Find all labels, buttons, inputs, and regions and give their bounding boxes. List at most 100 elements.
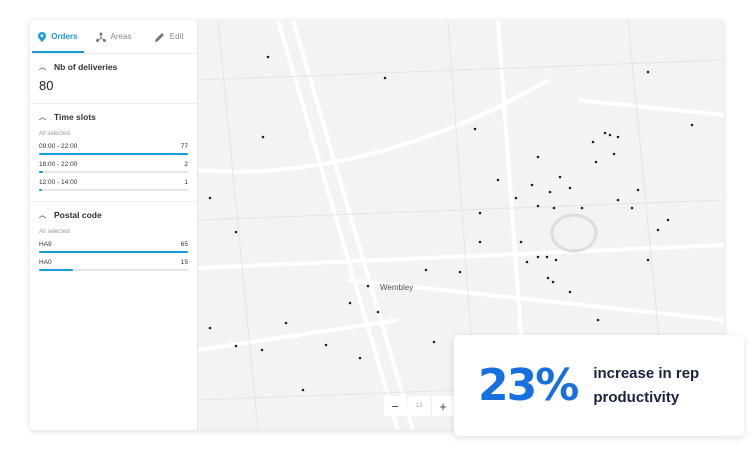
delivery-marker[interactable] bbox=[424, 268, 428, 272]
delivery-marker[interactable] bbox=[612, 152, 616, 156]
delivery-marker[interactable] bbox=[594, 160, 598, 164]
delivery-marker[interactable] bbox=[284, 321, 288, 325]
delivery-marker[interactable] bbox=[580, 206, 584, 210]
delivery-marker[interactable] bbox=[636, 188, 640, 192]
filter-label: 12:00 - 14:00 bbox=[39, 179, 78, 186]
network-icon bbox=[95, 32, 106, 42]
delivery-marker[interactable] bbox=[545, 255, 549, 259]
tab-bar: Orders Areas Edit bbox=[30, 20, 197, 54]
delivery-marker[interactable] bbox=[558, 175, 562, 179]
delivery-marker[interactable] bbox=[348, 301, 352, 305]
delivery-marker[interactable] bbox=[568, 186, 572, 190]
zoom-controls: − 13 + bbox=[384, 396, 454, 416]
filter-count: 1 bbox=[184, 179, 188, 186]
delivery-marker[interactable] bbox=[478, 211, 482, 215]
sidebar: Orders Areas Edit ︿ Nb of deliveries 80 ︿… bbox=[30, 20, 198, 430]
zoom-out-button[interactable]: − bbox=[384, 396, 406, 416]
delivery-marker[interactable] bbox=[208, 196, 212, 200]
delivery-marker[interactable] bbox=[324, 343, 328, 347]
tab-edit[interactable]: Edit bbox=[141, 20, 197, 53]
delivery-marker[interactable] bbox=[603, 131, 607, 135]
delivery-marker[interactable] bbox=[301, 388, 305, 392]
pencil-icon bbox=[154, 32, 164, 42]
zoom-level: 13 bbox=[408, 396, 430, 416]
delivery-marker[interactable] bbox=[536, 204, 540, 208]
filter-count: 77 bbox=[180, 143, 188, 150]
delivery-marker[interactable] bbox=[473, 127, 477, 131]
postal-code-section: ︿ Postal code All selected HA9 65 HA0 15 bbox=[30, 202, 197, 281]
filter-item[interactable]: HA0 15 bbox=[39, 259, 188, 271]
chevron-up-icon: ︿ bbox=[39, 212, 46, 219]
delivery-marker[interactable] bbox=[666, 218, 670, 222]
delivery-marker[interactable] bbox=[548, 190, 552, 194]
filter-item[interactable]: HA9 65 bbox=[39, 241, 188, 253]
delivery-marker[interactable] bbox=[496, 178, 500, 182]
delivery-marker[interactable] bbox=[530, 183, 534, 187]
delivery-marker[interactable] bbox=[458, 270, 462, 274]
progress-fill bbox=[39, 189, 42, 191]
tab-label: Areas bbox=[110, 32, 132, 41]
progress-fill bbox=[39, 153, 188, 155]
stat-value: 23% bbox=[478, 360, 579, 411]
filter-label: HA9 bbox=[39, 241, 52, 248]
delivery-marker[interactable] bbox=[608, 133, 612, 137]
stat-text-line: increase in rep bbox=[593, 364, 700, 382]
delivery-marker[interactable] bbox=[551, 280, 555, 284]
delivery-marker[interactable] bbox=[616, 198, 620, 202]
time-slots-section: ︿ Time slots All selected 09:00 - 22:00 77… bbox=[30, 104, 197, 202]
filter-item[interactable]: 12:00 - 14:00 1 bbox=[39, 179, 188, 191]
delivery-marker[interactable] bbox=[646, 258, 650, 262]
delivery-marker[interactable] bbox=[383, 76, 387, 80]
progress-fill bbox=[39, 251, 188, 253]
delivery-marker[interactable] bbox=[514, 196, 518, 200]
delivery-marker[interactable] bbox=[358, 356, 362, 360]
filter-count: 2 bbox=[184, 161, 188, 168]
progress-bar bbox=[39, 153, 188, 155]
delivery-marker[interactable] bbox=[546, 276, 550, 280]
filter-item[interactable]: 18:00 - 22:00 2 bbox=[39, 161, 188, 173]
progress-fill bbox=[39, 171, 43, 173]
deliveries-count: 80 bbox=[39, 78, 54, 93]
delivery-marker[interactable] bbox=[690, 123, 694, 127]
deliveries-section: ︿ Nb of deliveries 80 bbox=[30, 54, 197, 104]
delivery-marker[interactable] bbox=[554, 258, 558, 262]
delivery-marker[interactable] bbox=[478, 240, 482, 244]
filter-item[interactable]: 09:00 - 22:00 77 bbox=[39, 143, 188, 155]
delivery-marker[interactable] bbox=[432, 340, 436, 344]
delivery-marker[interactable] bbox=[536, 255, 540, 259]
time-slots-header[interactable]: ︿ Time slots bbox=[39, 112, 188, 122]
tab-orders[interactable]: Orders bbox=[30, 20, 86, 53]
delivery-marker[interactable] bbox=[366, 284, 370, 288]
delivery-marker[interactable] bbox=[616, 135, 620, 139]
delivery-marker[interactable] bbox=[376, 310, 380, 314]
postal-code-header[interactable]: ︿ Postal code bbox=[39, 210, 188, 220]
chevron-up-icon: ︿ bbox=[39, 114, 46, 121]
delivery-marker[interactable] bbox=[596, 318, 600, 322]
delivery-marker[interactable] bbox=[568, 290, 572, 294]
delivery-marker[interactable] bbox=[552, 206, 556, 210]
progress-bar bbox=[39, 269, 188, 271]
section-title: Time slots bbox=[54, 112, 96, 122]
delivery-marker[interactable] bbox=[630, 206, 634, 210]
delivery-marker[interactable] bbox=[208, 326, 212, 330]
delivery-marker[interactable] bbox=[266, 55, 270, 59]
progress-bar bbox=[39, 189, 188, 191]
delivery-marker[interactable] bbox=[646, 70, 650, 74]
stat-card: 23% increase in rep productivity bbox=[454, 335, 744, 436]
tab-areas[interactable]: Areas bbox=[86, 20, 142, 53]
delivery-marker[interactable] bbox=[234, 344, 238, 348]
zoom-in-button[interactable]: + bbox=[432, 396, 454, 416]
delivery-marker[interactable] bbox=[261, 135, 265, 139]
delivery-marker[interactable] bbox=[260, 348, 264, 352]
deliveries-header[interactable]: ︿ Nb of deliveries bbox=[39, 62, 188, 72]
delivery-marker[interactable] bbox=[656, 228, 660, 232]
delivery-marker[interactable] bbox=[234, 230, 238, 234]
progress-bar bbox=[39, 251, 188, 253]
place-label: Wembley bbox=[380, 283, 413, 292]
delivery-marker[interactable] bbox=[525, 260, 529, 264]
delivery-marker[interactable] bbox=[591, 140, 595, 144]
delivery-marker[interactable] bbox=[519, 240, 523, 244]
delivery-marker[interactable] bbox=[536, 155, 540, 159]
map-pin-icon bbox=[38, 31, 47, 42]
stat-text-line: productivity bbox=[593, 388, 680, 406]
